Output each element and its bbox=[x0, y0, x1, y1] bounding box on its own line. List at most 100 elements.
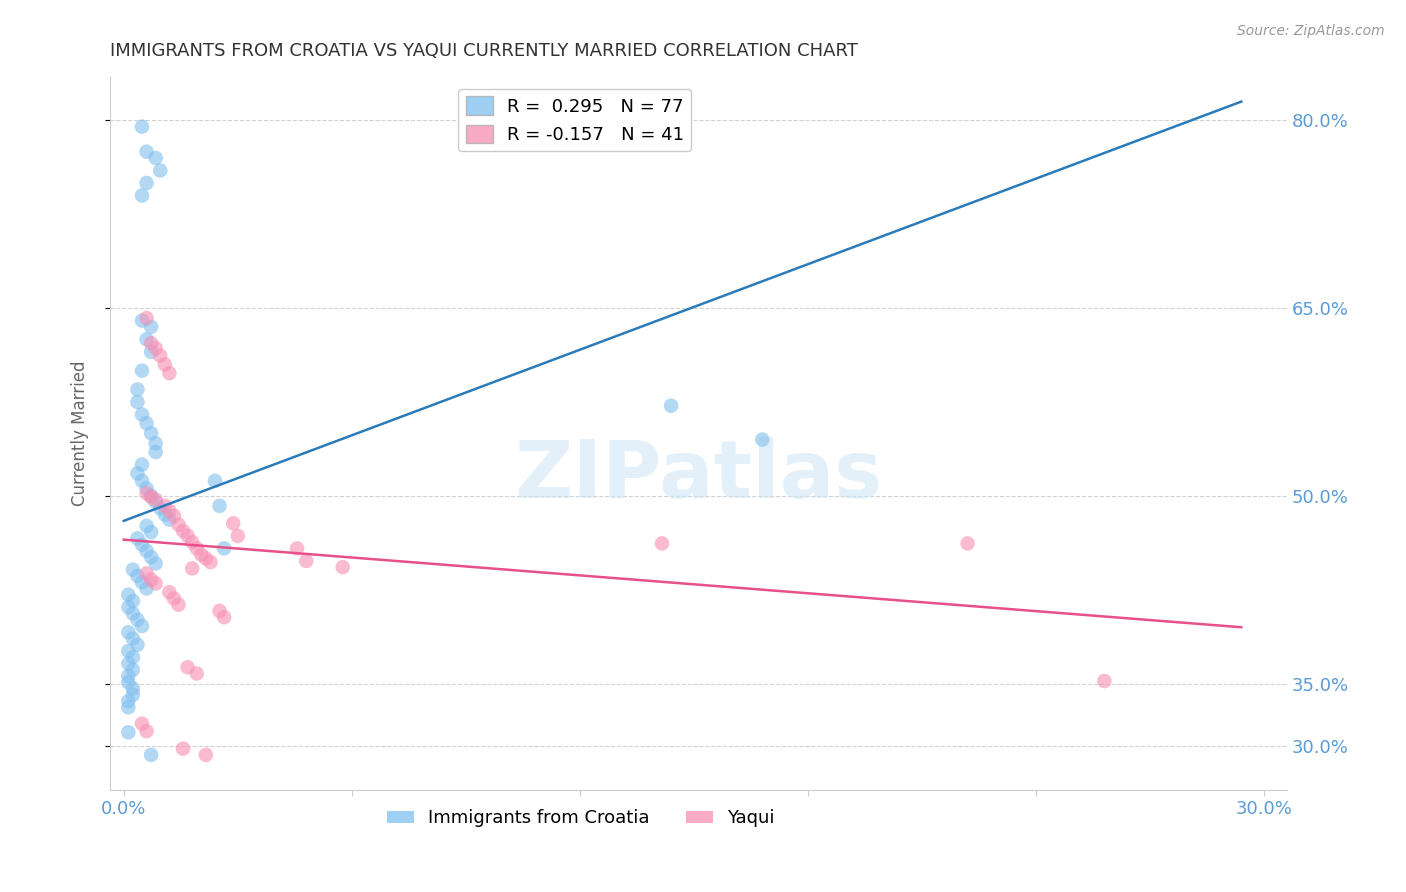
Point bbox=[176, 529, 198, 543]
Point bbox=[200, 555, 222, 569]
Point bbox=[131, 619, 153, 633]
Point bbox=[139, 747, 162, 762]
Text: IMMIGRANTS FROM CROATIA VS YAQUI CURRENTLY MARRIED CORRELATION CHART: IMMIGRANTS FROM CROATIA VS YAQUI CURRENT… bbox=[110, 42, 858, 60]
Point bbox=[208, 604, 231, 618]
Point bbox=[157, 366, 180, 380]
Point bbox=[122, 607, 145, 621]
Point bbox=[131, 575, 153, 590]
Point bbox=[122, 688, 145, 702]
Point bbox=[212, 610, 235, 624]
Point bbox=[149, 501, 172, 516]
Point bbox=[135, 544, 157, 558]
Point bbox=[651, 536, 673, 550]
Point bbox=[117, 694, 139, 708]
Point bbox=[131, 474, 153, 488]
Point bbox=[145, 495, 167, 509]
Point bbox=[167, 598, 190, 612]
Point bbox=[163, 591, 186, 606]
Point bbox=[135, 486, 157, 500]
Point bbox=[122, 681, 145, 696]
Point bbox=[127, 638, 149, 652]
Point bbox=[131, 408, 153, 422]
Point bbox=[659, 399, 682, 413]
Point bbox=[139, 345, 162, 359]
Point bbox=[122, 563, 145, 577]
Point bbox=[139, 489, 162, 503]
Point bbox=[157, 513, 180, 527]
Point bbox=[149, 163, 172, 178]
Point bbox=[145, 576, 167, 591]
Point bbox=[117, 600, 139, 615]
Point bbox=[117, 669, 139, 683]
Point bbox=[139, 525, 162, 540]
Point bbox=[751, 433, 773, 447]
Point bbox=[172, 524, 194, 538]
Legend: Immigrants from Croatia, Yaqui: Immigrants from Croatia, Yaqui bbox=[380, 802, 782, 834]
Point bbox=[131, 120, 153, 134]
Point bbox=[117, 700, 139, 714]
Point bbox=[122, 594, 145, 608]
Point bbox=[131, 313, 153, 327]
Point bbox=[285, 541, 308, 556]
Point bbox=[135, 176, 157, 190]
Point bbox=[176, 660, 198, 674]
Point bbox=[956, 536, 979, 550]
Point bbox=[135, 724, 157, 739]
Point bbox=[127, 532, 149, 546]
Point bbox=[190, 548, 212, 562]
Point bbox=[181, 561, 204, 575]
Point bbox=[131, 538, 153, 552]
Y-axis label: Currently Married: Currently Married bbox=[72, 360, 89, 506]
Point bbox=[139, 490, 162, 504]
Point bbox=[153, 358, 176, 372]
Point bbox=[153, 499, 176, 513]
Point bbox=[194, 551, 217, 566]
Point bbox=[222, 516, 245, 531]
Point bbox=[139, 336, 162, 351]
Point bbox=[157, 585, 180, 599]
Point bbox=[139, 573, 162, 587]
Point bbox=[181, 535, 204, 549]
Point bbox=[186, 666, 208, 681]
Point bbox=[127, 613, 149, 627]
Point bbox=[139, 426, 162, 441]
Point bbox=[208, 499, 231, 513]
Point bbox=[295, 554, 318, 568]
Point bbox=[117, 644, 139, 658]
Point bbox=[149, 349, 172, 363]
Point bbox=[135, 311, 157, 326]
Point bbox=[127, 383, 149, 397]
Point bbox=[127, 569, 149, 583]
Point bbox=[226, 529, 249, 543]
Point bbox=[1092, 673, 1115, 688]
Point bbox=[332, 560, 354, 574]
Point bbox=[172, 741, 194, 756]
Text: Source: ZipAtlas.com: Source: ZipAtlas.com bbox=[1237, 24, 1385, 38]
Point bbox=[637, 113, 659, 128]
Point bbox=[186, 541, 208, 556]
Point bbox=[145, 557, 167, 571]
Point bbox=[153, 508, 176, 522]
Point bbox=[135, 145, 157, 159]
Point bbox=[139, 550, 162, 565]
Point bbox=[135, 332, 157, 346]
Point bbox=[145, 492, 167, 507]
Point bbox=[117, 725, 139, 739]
Point bbox=[131, 364, 153, 378]
Point bbox=[157, 504, 180, 518]
Point bbox=[122, 650, 145, 665]
Point bbox=[131, 458, 153, 472]
Point bbox=[212, 541, 235, 556]
Point bbox=[117, 625, 139, 640]
Point bbox=[135, 566, 157, 581]
Point bbox=[131, 188, 153, 202]
Point bbox=[204, 474, 226, 488]
Point bbox=[145, 436, 167, 450]
Point bbox=[117, 657, 139, 671]
Point bbox=[139, 319, 162, 334]
Point bbox=[135, 416, 157, 430]
Point bbox=[117, 675, 139, 690]
Point bbox=[127, 467, 149, 481]
Point bbox=[167, 517, 190, 532]
Point bbox=[131, 716, 153, 731]
